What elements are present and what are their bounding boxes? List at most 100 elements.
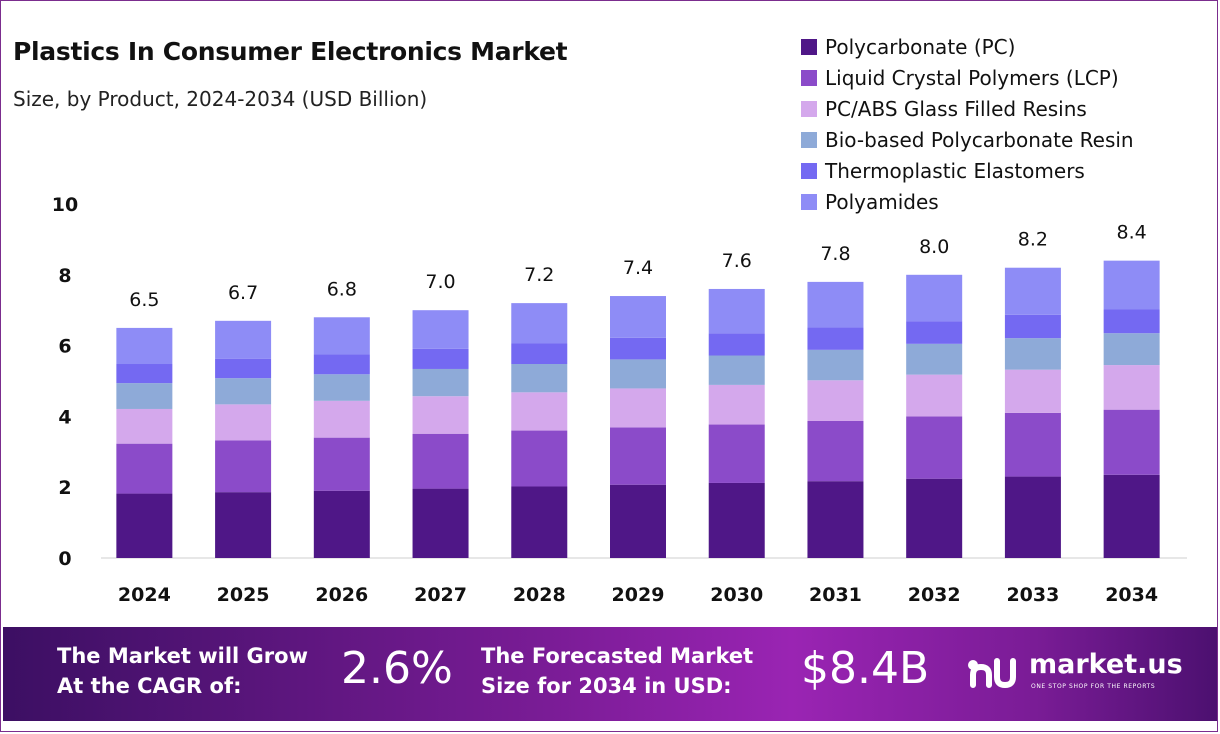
bar-segment-2026-series-3 bbox=[313, 400, 370, 438]
y-tick-label: 6 bbox=[58, 336, 71, 358]
y-tick-label: 4 bbox=[58, 406, 71, 428]
legend-swatch bbox=[801, 193, 817, 210]
bar-segment-2025-series-1 bbox=[215, 492, 272, 558]
market-us-logo-icon bbox=[968, 658, 1016, 689]
bar-segment-2028-series-6 bbox=[511, 303, 568, 344]
footer-banner: The Market will Grow At the CAGR of: 2.6… bbox=[3, 627, 1217, 721]
bar-total-label: 8.4 bbox=[1117, 222, 1147, 244]
bar-segment-2031-series-2 bbox=[807, 421, 864, 482]
bar-segment-2027-series-3 bbox=[412, 396, 469, 434]
legend-label: Thermoplastic Elastomers bbox=[825, 158, 1085, 183]
bar-segment-2024-series-6 bbox=[116, 327, 173, 365]
y-tick-label: 8 bbox=[58, 265, 71, 287]
bar-segment-2030-series-3 bbox=[708, 384, 765, 425]
bar-segment-2028-series-3 bbox=[511, 392, 568, 431]
bar-total-label: 7.0 bbox=[425, 271, 455, 293]
legend-item: Polycarbonate (PC) bbox=[801, 31, 1134, 62]
legend-label: Liquid Crystal Polymers (LCP) bbox=[825, 65, 1119, 90]
x-tick-label: 2027 bbox=[414, 584, 467, 606]
bar-segment-2024-series-2 bbox=[116, 443, 173, 494]
bar-total-label: 8.2 bbox=[1018, 229, 1048, 251]
bar-segment-2026-series-1 bbox=[313, 490, 370, 558]
x-tick-label: 2030 bbox=[710, 584, 763, 606]
bar-total-label: 7.6 bbox=[722, 250, 752, 272]
bar-segment-2031-series-1 bbox=[807, 481, 864, 558]
bar-segment-2030-series-2 bbox=[708, 424, 765, 483]
x-tick-label: 2032 bbox=[908, 584, 961, 606]
y-tick-label: 0 bbox=[58, 548, 71, 570]
bar-segment-2029-series-2 bbox=[610, 427, 666, 485]
bar-segment-2024-series-1 bbox=[116, 493, 173, 558]
bar-segment-2028-series-1 bbox=[511, 486, 568, 558]
bar-segment-2029-series-6 bbox=[610, 296, 666, 338]
bar-total-label: 7.8 bbox=[820, 243, 850, 265]
bar-segment-2026-series-2 bbox=[313, 437, 370, 491]
bar-total-label: 7.2 bbox=[524, 264, 554, 286]
bar-segment-2025-series-5 bbox=[215, 358, 272, 379]
x-tick-label: 2025 bbox=[217, 584, 270, 606]
bar-total-label: 6.5 bbox=[129, 289, 159, 311]
x-tick-label: 2031 bbox=[809, 584, 862, 606]
bar-segment-2032-series-5 bbox=[906, 321, 963, 344]
bar-segment-2024-series-3 bbox=[116, 408, 173, 444]
bar-segment-2025-series-2 bbox=[215, 440, 272, 493]
bar-segment-2027-series-4 bbox=[412, 368, 469, 397]
legend-swatch bbox=[801, 100, 817, 117]
y-tick-label: 2 bbox=[58, 477, 71, 499]
bar-segment-2027-series-2 bbox=[412, 433, 469, 489]
bar-segment-2033-series-2 bbox=[1004, 412, 1061, 477]
bar-segment-2027-series-5 bbox=[412, 348, 469, 369]
x-tick-label: 2029 bbox=[612, 584, 665, 606]
bar-segment-2029-series-1 bbox=[610, 484, 666, 558]
bar-segment-2026-series-4 bbox=[313, 374, 370, 401]
bar-segment-2032-series-1 bbox=[906, 478, 963, 558]
bar-segment-2032-series-6 bbox=[906, 274, 963, 322]
bar-segment-2034-series-3 bbox=[1103, 365, 1160, 410]
bar-segment-2027-series-6 bbox=[412, 310, 469, 349]
bar-segment-2033-series-3 bbox=[1004, 369, 1061, 413]
bar-segment-2025-series-6 bbox=[215, 320, 272, 359]
bar-segment-2033-series-6 bbox=[1004, 267, 1061, 315]
bar-segment-2032-series-4 bbox=[906, 343, 963, 375]
bar-segment-2032-series-3 bbox=[906, 374, 963, 417]
bar-segment-2028-series-2 bbox=[511, 430, 568, 487]
bar-segment-2034-series-1 bbox=[1103, 474, 1160, 558]
chart-legend: Polycarbonate (PC) Liquid Crystal Polymer… bbox=[801, 31, 1134, 217]
bar-segment-2030-series-4 bbox=[708, 355, 765, 385]
bar-total-label: 6.7 bbox=[228, 282, 258, 304]
cagr-value: 2.6% bbox=[341, 643, 453, 694]
bar-segment-2033-series-4 bbox=[1004, 338, 1061, 370]
bar-total-label: 8.0 bbox=[919, 236, 949, 258]
legend-label: PC/ABS Glass Filled Resins bbox=[825, 96, 1087, 121]
legend-swatch bbox=[801, 162, 817, 179]
bar-total-label: 6.8 bbox=[327, 278, 357, 300]
bar-segment-2031-series-3 bbox=[807, 380, 864, 422]
x-tick-label: 2026 bbox=[315, 584, 368, 606]
bar-segment-2028-series-4 bbox=[511, 364, 568, 393]
cagr-caption-line2: At the CAGR of: bbox=[57, 674, 242, 698]
legend-item: Polyamides bbox=[801, 186, 1134, 217]
bar-segment-2029-series-5 bbox=[610, 337, 666, 360]
cagr-caption-line1: The Market will Grow bbox=[57, 644, 308, 668]
x-tick-label: 2024 bbox=[118, 584, 171, 606]
legend-swatch bbox=[801, 38, 817, 55]
logo-tagline: ONE STOP SHOP FOR THE REPORTS bbox=[1031, 683, 1156, 690]
bar-total-label: 7.4 bbox=[623, 257, 653, 279]
legend-item: Bio-based Polycarbonate Resin bbox=[801, 124, 1134, 155]
forecast-value: $8.4B bbox=[801, 643, 930, 694]
bar-segment-2030-series-6 bbox=[708, 288, 765, 334]
bar-segment-2029-series-4 bbox=[610, 359, 666, 389]
bar-segment-2027-series-1 bbox=[412, 488, 469, 558]
bar-segment-2028-series-5 bbox=[511, 343, 568, 365]
logo-name: market.us bbox=[1029, 649, 1183, 680]
forecast-caption-line2: Size for 2034 in USD: bbox=[481, 674, 732, 698]
forecast-caption-line1: The Forecasted Market bbox=[481, 644, 754, 668]
bar-segment-2034-series-2 bbox=[1103, 409, 1160, 475]
chart-subtitle: Size, by Product, 2024-2034 (USD Billion… bbox=[13, 87, 428, 111]
bar-segment-2031-series-5 bbox=[807, 327, 864, 350]
bar-segment-2034-series-4 bbox=[1103, 333, 1160, 366]
chart-title: Plastics In Consumer Electronics Market bbox=[13, 37, 568, 66]
legend-label: Polyamides bbox=[825, 189, 939, 214]
bar-segment-2034-series-6 bbox=[1103, 260, 1160, 310]
